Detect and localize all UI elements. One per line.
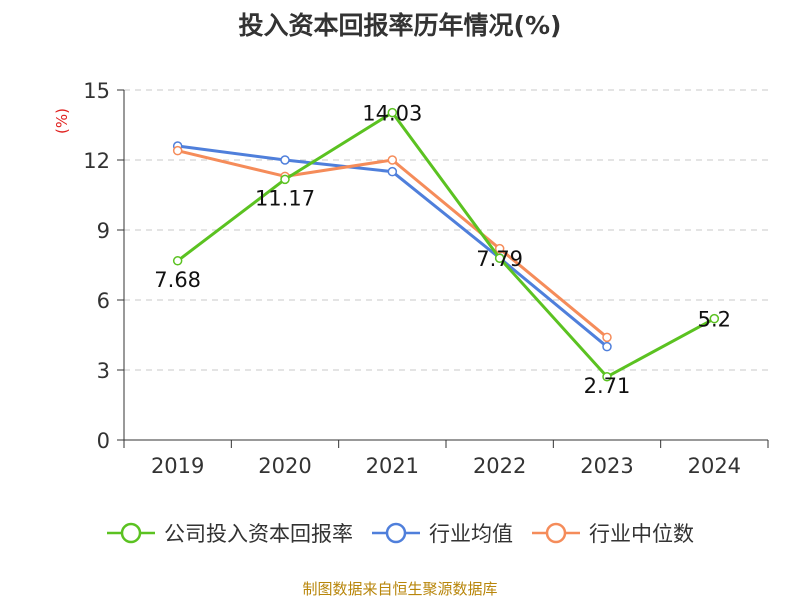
data-label: 11.17 bbox=[255, 186, 315, 210]
y-tick-label: 3 bbox=[97, 359, 110, 383]
data-label: 7.79 bbox=[476, 247, 523, 271]
data-label: 5.2 bbox=[698, 308, 731, 332]
x-tick-label: 2023 bbox=[580, 454, 633, 478]
y-tick-label: 15 bbox=[83, 79, 110, 103]
y-tick-label: 0 bbox=[97, 429, 110, 453]
data-point-0 bbox=[280, 174, 290, 185]
x-tick-label: 2020 bbox=[258, 454, 311, 478]
data-label: 14.03 bbox=[362, 102, 422, 126]
data-point-2 bbox=[172, 145, 183, 156]
data-point-0 bbox=[602, 372, 612, 382]
legend-circle bbox=[385, 522, 407, 544]
data-point-0 bbox=[494, 253, 505, 263]
legend-item[interactable]: 行业均值 bbox=[371, 518, 513, 548]
legend-line-circle-icon bbox=[372, 522, 420, 544]
legend-item[interactable]: 公司投入资本回报率 bbox=[106, 518, 353, 548]
data-point-0 bbox=[172, 256, 183, 266]
series-line-2 bbox=[177, 149, 608, 339]
series-line-0 bbox=[176, 111, 716, 379]
legend-circle bbox=[545, 522, 567, 544]
y-tick-label: 6 bbox=[97, 289, 110, 313]
legend-line-circle-icon bbox=[532, 522, 580, 544]
legend-item[interactable]: 行业中位数 bbox=[531, 518, 694, 548]
y-tick-label: 12 bbox=[83, 149, 110, 173]
data-point-0 bbox=[387, 107, 398, 118]
data-point-2 bbox=[602, 332, 612, 343]
x-tick-label: 2021 bbox=[366, 454, 419, 478]
chart-legend: 公司投入资本回报率 行业均值 行业中位数 bbox=[0, 518, 800, 548]
data-point-1 bbox=[387, 166, 398, 177]
legend-circle bbox=[120, 522, 142, 544]
x-tick-label: 2024 bbox=[688, 454, 741, 478]
data-source-note: 制图数据来自恒生聚源数据库 bbox=[302, 580, 498, 598]
legend-label: 行业均值 bbox=[429, 522, 513, 546]
data-point-0 bbox=[709, 313, 720, 324]
legend-label: 行业中位数 bbox=[589, 522, 694, 546]
data-point-1 bbox=[280, 155, 290, 165]
chart-title: 投入资本回报率历年情况(%) bbox=[238, 11, 562, 40]
x-tick-label: 2019 bbox=[151, 454, 204, 478]
data-point-2 bbox=[494, 243, 505, 254]
legend-label: 公司投入资本回报率 bbox=[164, 522, 353, 546]
data-point-1 bbox=[602, 341, 612, 352]
data-label: 2.71 bbox=[584, 374, 631, 398]
legend-line-circle-icon bbox=[107, 522, 155, 544]
y-tick-label: 9 bbox=[97, 219, 110, 243]
x-tick-label: 2022 bbox=[473, 454, 526, 478]
data-label: 7.68 bbox=[154, 268, 201, 292]
data-point-2 bbox=[387, 155, 398, 165]
